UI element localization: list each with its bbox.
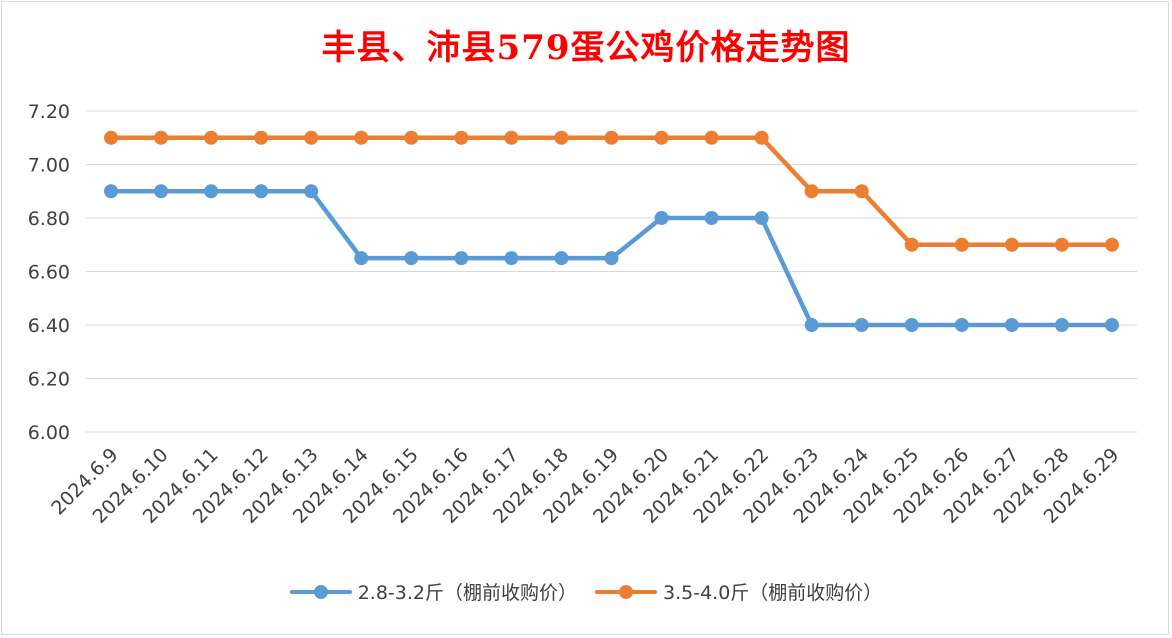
y-tick-label: 6.20 (28, 369, 70, 391)
data-point-series-1 (254, 184, 269, 199)
legend-item-series-2: 3.5-4.0斤（棚前收购价） (595, 578, 882, 605)
data-point-series-1 (454, 251, 469, 266)
data-point-series-2 (1104, 237, 1119, 252)
data-point-series-1 (404, 251, 419, 266)
legend-label-series-1: 2.8-3.2斤（棚前收购价） (357, 582, 577, 604)
chart-legend: 2.8-3.2斤（棚前收购价） 3.5-4.0斤（棚前收购价） (0, 578, 1172, 605)
data-point-series-2 (804, 184, 819, 199)
legend-swatch-series-2 (595, 582, 657, 602)
data-point-series-1 (904, 318, 919, 332)
data-point-series-1 (1104, 318, 1119, 332)
data-point-series-1 (654, 211, 669, 225)
data-point-series-2 (954, 237, 969, 252)
data-point-series-1 (354, 251, 369, 266)
data-point-series-1 (204, 184, 219, 199)
data-point-series-2 (654, 130, 669, 145)
data-point-series-2 (454, 130, 469, 145)
y-tick-label: 7.00 (28, 155, 70, 177)
data-point-series-2 (404, 130, 419, 145)
data-point-series-1 (804, 318, 819, 332)
data-point-series-1 (754, 211, 769, 225)
y-tick-label: 6.40 (28, 315, 70, 337)
legend-item-series-1: 2.8-3.2斤（棚前收购价） (289, 578, 577, 605)
data-point-series-2 (1004, 237, 1019, 252)
data-point-series-2 (754, 130, 769, 145)
data-point-series-1 (554, 251, 569, 266)
legend-swatch-series-1 (289, 582, 352, 602)
data-point-series-2 (204, 130, 219, 145)
chart-title: 丰县、沛县579蛋公鸡价格走势图 (321, 28, 851, 68)
data-point-series-2 (554, 130, 569, 145)
y-tick-label: 7.20 (28, 101, 70, 123)
data-point-series-2 (254, 130, 269, 145)
data-point-series-1 (1054, 318, 1069, 332)
y-tick-label: 6.80 (28, 208, 70, 230)
data-point-series-1 (304, 184, 319, 199)
data-point-series-2 (704, 130, 719, 145)
data-point-series-2 (1054, 237, 1069, 252)
data-point-series-2 (904, 237, 919, 252)
data-point-series-2 (854, 184, 869, 199)
data-point-series-1 (154, 184, 169, 199)
data-point-series-1 (604, 251, 619, 266)
data-point-series-2 (154, 130, 169, 145)
data-point-series-1 (854, 318, 869, 332)
data-point-series-1 (704, 211, 719, 225)
data-point-series-2 (304, 130, 319, 145)
y-tick-label: 6.00 (28, 422, 70, 444)
data-point-series-1 (504, 251, 519, 266)
data-point-series-2 (354, 130, 369, 145)
data-point-series-2 (504, 130, 519, 145)
data-point-series-2 (604, 130, 619, 145)
data-point-series-1 (954, 318, 969, 332)
y-tick-label: 6.60 (28, 262, 70, 284)
legend-label-series-2: 3.5-4.0斤（棚前收购价） (663, 582, 883, 604)
data-point-series-2 (104, 130, 119, 145)
data-point-series-1 (1004, 318, 1019, 332)
data-point-series-1 (104, 184, 119, 199)
